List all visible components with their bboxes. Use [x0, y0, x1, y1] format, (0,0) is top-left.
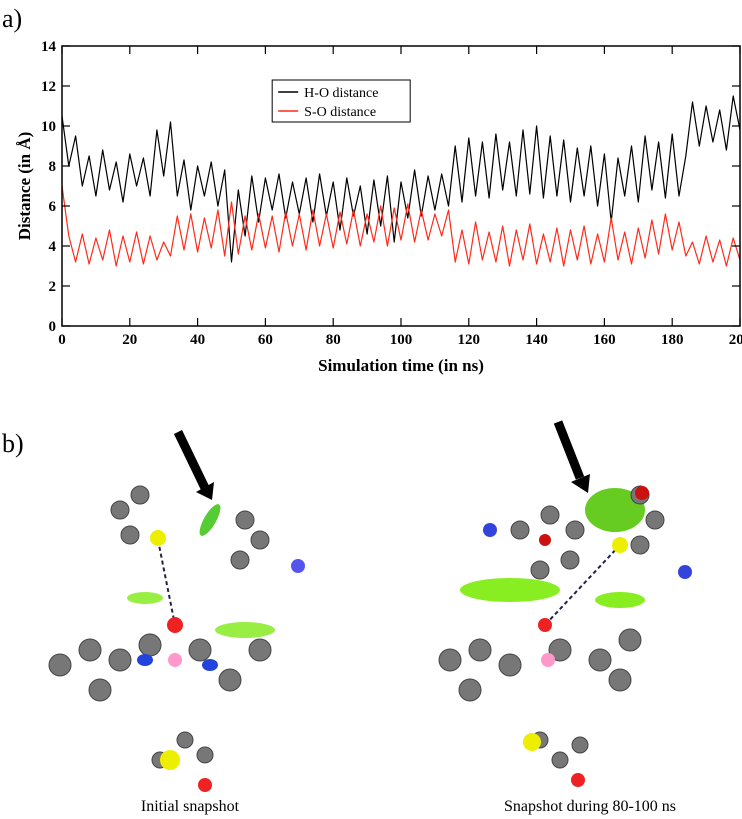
panel-label: a) [2, 4, 22, 33]
panel-label: b) [2, 429, 24, 458]
x-axis-label: Simulation time (in ns) [318, 356, 484, 375]
x-tick-label: 20 [122, 332, 137, 348]
x-tick-label: 40 [190, 332, 205, 348]
y-tick-label: 10 [41, 119, 56, 135]
series-line [61, 185, 741, 267]
x-tick-label: 180 [661, 332, 684, 348]
series-line [61, 95, 741, 263]
x-tick-label: 120 [458, 332, 481, 348]
y-tick-label: 0 [49, 319, 57, 335]
molecule-80-100ns [438, 420, 692, 787]
x-tick-label: 0 [58, 332, 66, 348]
y-tick-label: 4 [49, 239, 57, 255]
legend-label: S-O distance [304, 105, 376, 120]
x-tick-label: 80 [326, 332, 341, 348]
caption: Snapshot during 80-100 ns [504, 798, 676, 815]
x-tick-label: 160 [593, 332, 616, 348]
y-tick-label: 8 [49, 159, 57, 175]
y-tick-label: 2 [49, 279, 57, 295]
caption: Initial snapshot [141, 798, 240, 815]
legend-box [271, 79, 411, 123]
y-tick-label: 14 [41, 39, 57, 55]
x-tick-label: 140 [525, 332, 548, 348]
y-axis-label: Distance (in Å) [15, 132, 34, 241]
legend: H-O distance S-O distance [271, 79, 411, 123]
x-tick-label: 60 [258, 332, 273, 348]
y-tick-label: 12 [41, 79, 56, 95]
legend-label: H-O distance [304, 86, 378, 101]
x-tick-label: 200 [729, 332, 742, 348]
molecule-initial [48, 430, 305, 792]
y-tick-label: 6 [49, 199, 57, 215]
x-tick-label: 100 [390, 332, 413, 348]
